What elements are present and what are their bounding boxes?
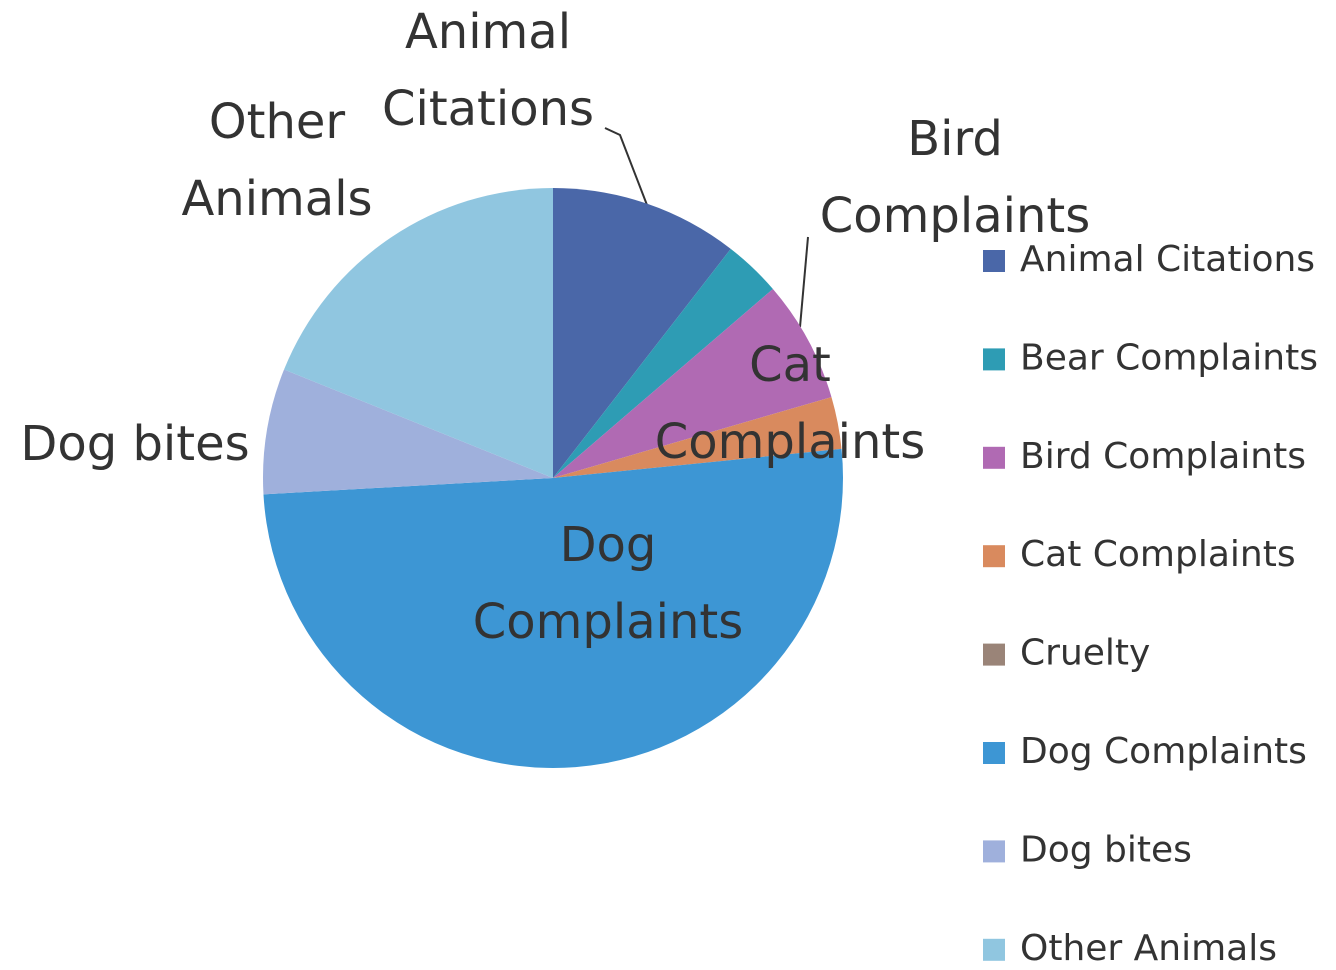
legend-label: Bear Complaints bbox=[1020, 337, 1318, 378]
pie-slice bbox=[284, 188, 553, 478]
pie-slice bbox=[263, 448, 843, 769]
leader-line bbox=[604, 127, 648, 206]
legend-swatch bbox=[983, 742, 1005, 764]
legend-label: Dog Complaints bbox=[1020, 731, 1307, 772]
legend-swatch bbox=[983, 545, 1005, 568]
pie-slice bbox=[553, 188, 731, 478]
legend-swatch bbox=[983, 348, 1005, 371]
legend-label: Other Animals bbox=[1020, 928, 1277, 969]
legend-label: Dog bites bbox=[1020, 829, 1192, 870]
slice-label: Bird Complaints bbox=[820, 111, 1090, 244]
legend-label: Cruelty bbox=[1020, 633, 1150, 674]
leader-line bbox=[799, 236, 809, 328]
slice-label: Cat Complaints bbox=[655, 337, 925, 470]
slice-label: Dog Complaints bbox=[473, 517, 743, 650]
slice-label: Dog bites bbox=[20, 416, 249, 472]
legend-swatch bbox=[983, 643, 1005, 666]
legend-label: Animal Citations bbox=[1020, 239, 1315, 280]
pie bbox=[263, 188, 843, 769]
legend-swatch bbox=[983, 250, 1005, 272]
legend-label: Cat Complaints bbox=[1020, 534, 1296, 575]
pie-slice bbox=[553, 288, 832, 478]
pie-slice bbox=[553, 248, 773, 478]
legend-label: Bird Complaints bbox=[1020, 436, 1306, 477]
slice-label: Other Animals bbox=[181, 94, 372, 227]
legend-swatch bbox=[983, 446, 1005, 469]
slice-label: Animal Citations bbox=[382, 4, 594, 137]
legend-swatch bbox=[983, 938, 1005, 961]
pie-slice bbox=[553, 397, 842, 478]
legend-swatch bbox=[983, 840, 1005, 863]
pie-slice bbox=[263, 369, 553, 495]
